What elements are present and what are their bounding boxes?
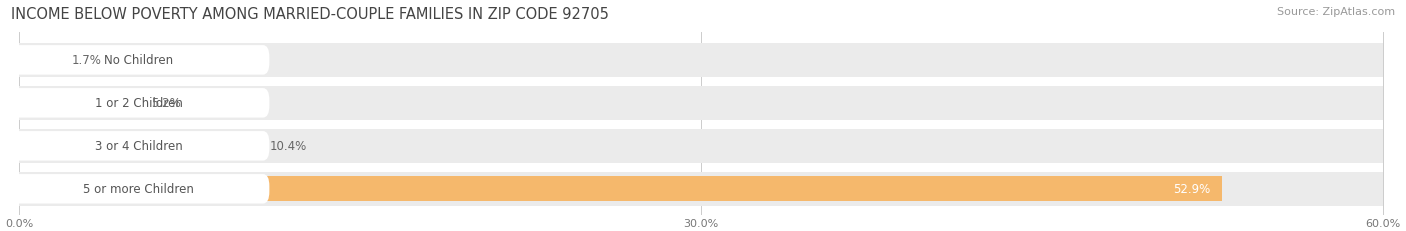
FancyBboxPatch shape [8, 131, 270, 161]
FancyBboxPatch shape [8, 174, 270, 204]
Text: 5.2%: 5.2% [152, 97, 181, 110]
Bar [20, 176, 1222, 201]
Bar [20, 87, 1384, 120]
FancyBboxPatch shape [8, 89, 270, 118]
Bar [20, 172, 1384, 206]
Text: Source: ZipAtlas.com: Source: ZipAtlas.com [1277, 7, 1395, 17]
Bar [20, 130, 1384, 163]
Bar [20, 44, 1384, 77]
Text: 3 or 4 Children: 3 or 4 Children [94, 140, 183, 153]
Text: 10.4%: 10.4% [270, 140, 307, 153]
Text: 52.9%: 52.9% [1173, 182, 1211, 195]
Bar [20, 134, 256, 159]
FancyBboxPatch shape [8, 46, 270, 75]
Text: No Children: No Children [104, 54, 173, 67]
Text: 1.7%: 1.7% [72, 54, 101, 67]
Text: INCOME BELOW POVERTY AMONG MARRIED-COUPLE FAMILIES IN ZIP CODE 92705: INCOME BELOW POVERTY AMONG MARRIED-COUPL… [11, 7, 609, 22]
Bar [20, 48, 58, 73]
Text: 5 or more Children: 5 or more Children [83, 182, 194, 195]
Bar [20, 91, 138, 116]
Text: 1 or 2 Children: 1 or 2 Children [94, 97, 183, 110]
